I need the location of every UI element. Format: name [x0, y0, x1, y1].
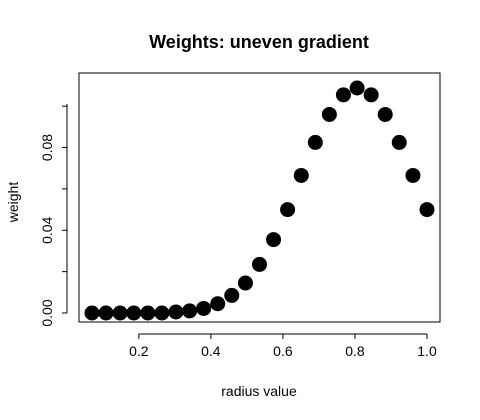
- data-point: [321, 106, 337, 122]
- data-point: [363, 87, 379, 103]
- data-point: [349, 80, 365, 96]
- x-tick-label: 1.0: [417, 343, 437, 359]
- x-axis-label: radius value: [221, 383, 297, 399]
- data-point: [210, 296, 226, 312]
- data-point: [377, 106, 393, 122]
- plot-area: 0.2 0.4 0.6 0.8 1.0 0.00 0.04 0.08: [39, 72, 441, 359]
- data-point: [154, 305, 170, 321]
- data-point: [335, 87, 351, 103]
- data-point: [252, 256, 267, 272]
- x-tick-label: 0.8: [345, 343, 365, 359]
- y-axis-label: weight: [5, 182, 21, 224]
- data-series: [84, 80, 435, 321]
- data-point: [280, 202, 296, 218]
- data-point: [182, 303, 198, 319]
- y-tick-label: 0.00: [39, 299, 55, 326]
- data-point: [196, 300, 212, 316]
- data-point: [405, 167, 421, 183]
- x-tick-label: 0.2: [129, 343, 149, 359]
- data-point: [140, 305, 156, 321]
- data-point: [224, 287, 240, 303]
- data-point: [266, 232, 282, 248]
- y-axis: 0.00 0.04 0.08: [39, 104, 68, 327]
- plot-frame: [78, 72, 441, 323]
- x-tick-label: 0.4: [201, 343, 221, 359]
- y-tick-label: 0.04: [39, 216, 55, 243]
- x-axis: 0.2 0.4 0.6 0.8 1.0: [129, 333, 437, 359]
- data-point: [112, 305, 128, 321]
- x-tick-label: 0.6: [273, 343, 293, 359]
- y-tick-label: 0.08: [39, 134, 55, 161]
- data-point: [391, 134, 407, 150]
- data-point: [293, 167, 309, 183]
- data-point: [237, 275, 253, 291]
- chart-title: Weights: uneven gradient: [149, 32, 369, 52]
- data-point: [126, 305, 142, 321]
- data-point: [307, 134, 323, 150]
- data-point: [419, 202, 435, 218]
- data-point: [168, 304, 184, 320]
- data-point: [84, 305, 100, 321]
- data-point: [98, 305, 114, 321]
